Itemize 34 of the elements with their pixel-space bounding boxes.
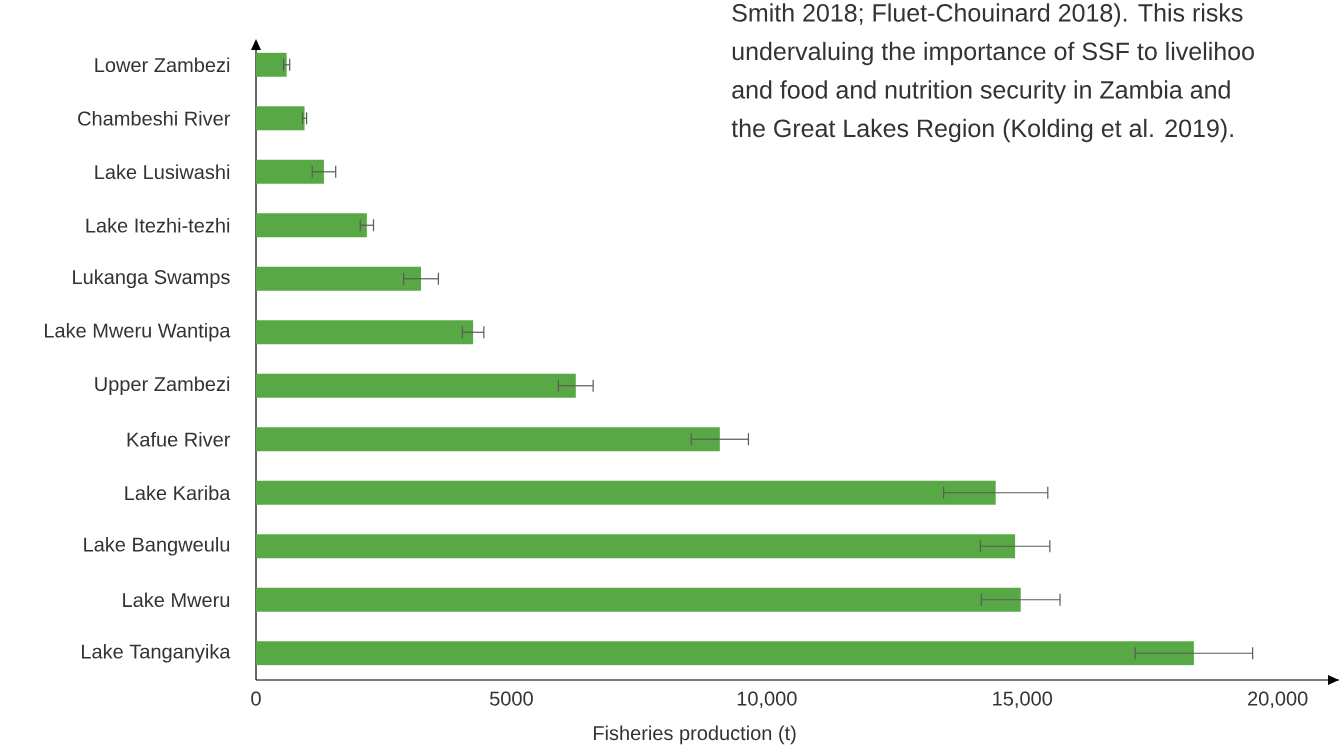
y-tick-label: Lukanga Swamps: [73, 269, 230, 289]
bar: [256, 641, 1194, 666]
x-tick-label: 5000: [489, 691, 533, 706]
y-tick-label: Lake Mweru: [123, 592, 230, 608]
y-tick-label: Lake Kariba: [125, 485, 231, 501]
bar: [256, 213, 367, 238]
bar: [256, 587, 1021, 612]
x-tick-label: 15,000: [993, 691, 1053, 709]
x-tick-label: 20,000: [1248, 691, 1308, 709]
y-tick-label: Lower Zambezi: [95, 57, 230, 73]
bar: [256, 480, 996, 505]
bar: [256, 52, 287, 77]
annotation: and food and nutrition security in Zambia and: [732, 80, 1230, 104]
bar: [256, 320, 474, 345]
bar: [256, 106, 305, 131]
y-tick-label: Kafue River: [127, 431, 231, 447]
x-tick-label: 10,000: [737, 691, 797, 709]
text: Smith 2018; Fluet-Chouinard 2018). This risks: [732, 3, 1243, 27]
y-tick-label: Lake Bangweulu: [84, 536, 230, 556]
annotation: undervaluing the importance of SSF to livelihoo: [732, 41, 1254, 66]
x-axis-title: Fisheries production (t): [593, 725, 796, 745]
annotation: the Great Lakes Region (Kolding et al. 2019).: [731, 118, 1233, 143]
y-tick-label: Upper Zambezi: [95, 376, 230, 396]
bar: [256, 427, 720, 452]
y-tick-label: Lake Lusiwashi: [95, 164, 230, 180]
y-tick-label: Lake Itezhi-tezhi: [86, 217, 230, 233]
y-tick-label: Lake Mweru Wantipa: [45, 322, 231, 342]
bar: [256, 159, 324, 184]
x-tick-label: 0: [251, 691, 261, 706]
y-tick-label: Lake Tanganyika: [82, 643, 231, 663]
y-tick-label: Chambeshi River: [78, 110, 231, 126]
bar: [256, 266, 422, 291]
bar: [256, 373, 576, 398]
bar: [256, 534, 1016, 559]
